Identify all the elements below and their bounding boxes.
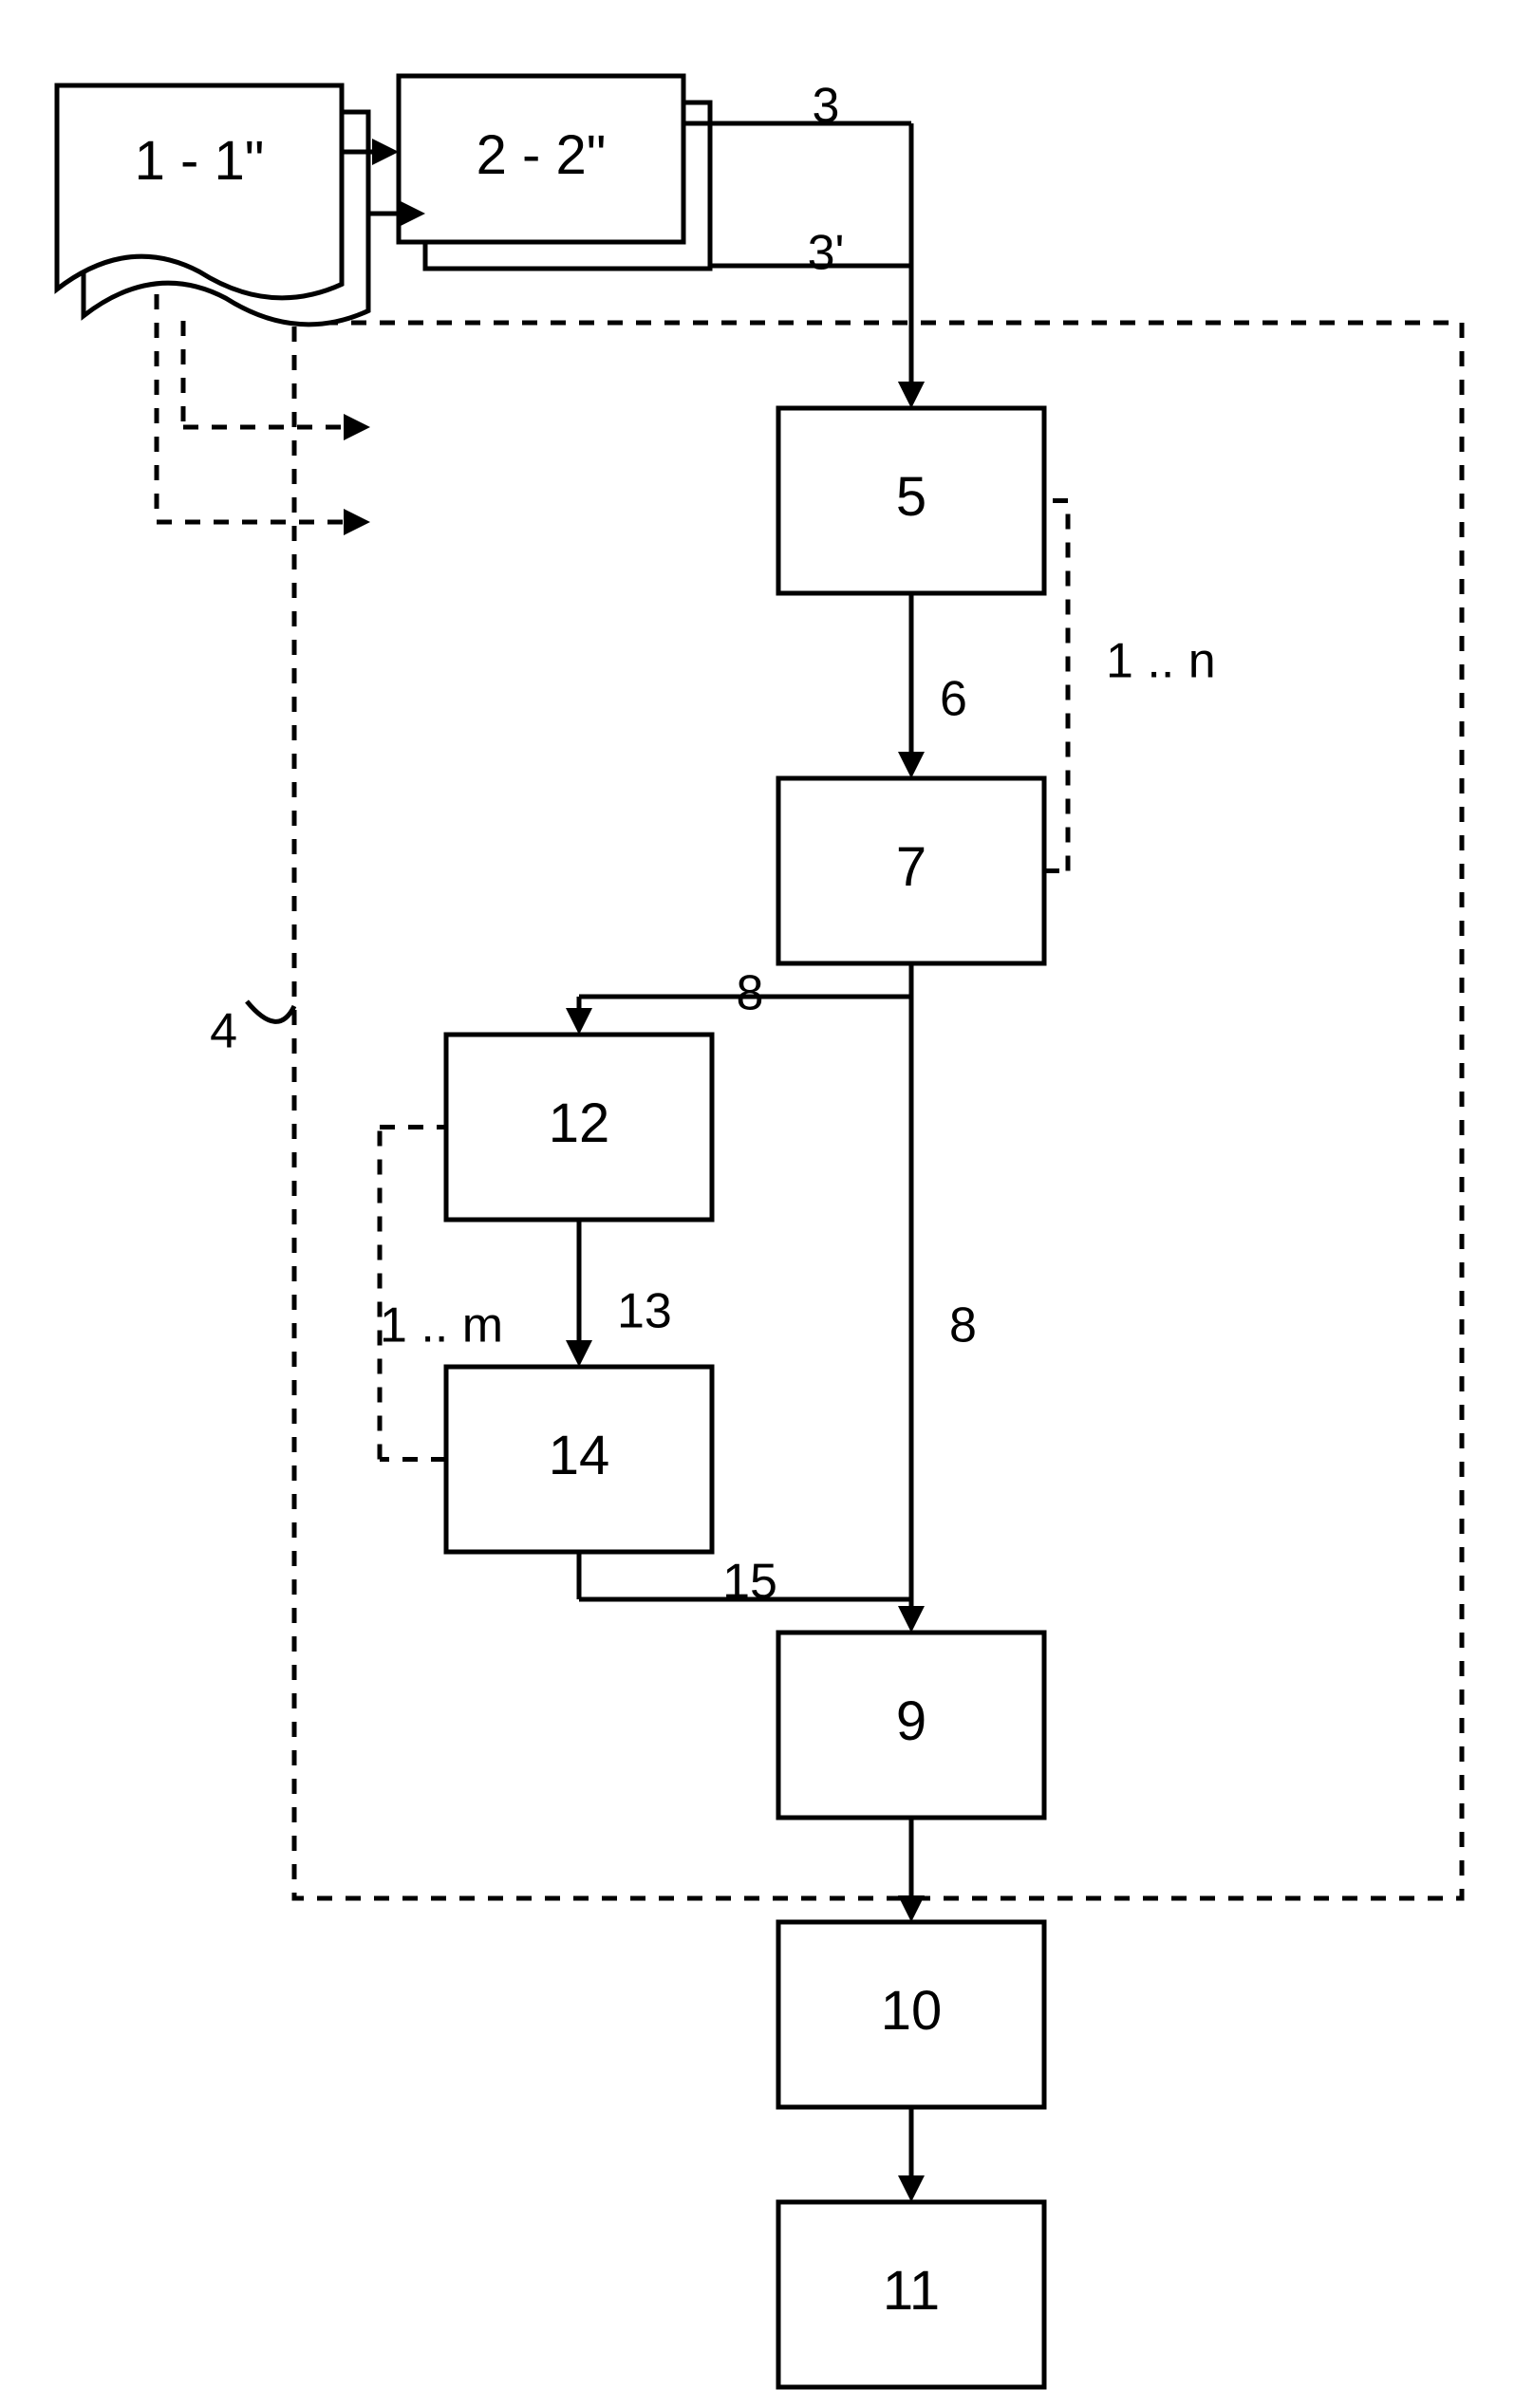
edge-label: 13 [617,1284,672,1339]
node-n2: 2 - 2" [399,76,710,269]
edge-dash-in-2 [157,294,370,535]
box-label: 1 - 1" [135,130,265,192]
edge-dash-in-1 [183,321,370,440]
edge-label: 15 [722,1555,777,1610]
edge-e3p: 3' [710,214,925,408]
loop-label: 1 .. m [380,1298,503,1353]
edge-e9-10 [898,1818,925,1922]
box-label: 5 [896,466,926,528]
diagram-canvas: 4 1 - 1" 2 - 2" 5 7 12 14 9 10 11 3 3' 6 8 8 13 15 1 .. n… [0,0,1515,2408]
box-label: 12 [549,1092,610,1154]
node-n11: 11 [778,2202,1044,2387]
node-n1: 1 - 1" [57,85,368,325]
box-label: 10 [881,1980,943,2042]
edge-e3: 3 [683,79,925,408]
edge-label: 6 [940,672,967,727]
box-label: 2 - 2" [477,124,607,186]
loop-label: 1 .. n [1106,634,1216,689]
box-label: 7 [896,836,926,898]
edge-e13: 13 [566,1220,672,1367]
node-n5: 5 [778,408,1044,593]
node-n12: 12 [446,1035,712,1220]
box-label: 14 [549,1425,610,1486]
edge-e15: 15 [579,1552,911,1610]
edge-label: 8 [737,966,764,1021]
node-n14: 14 [446,1367,712,1552]
box-label: 11 [883,2260,940,2322]
edge-e6: 6 [898,593,967,778]
loop-loop_n: 1 .. n [1044,501,1216,871]
edge-label: 3 [813,79,840,134]
edge-e10-11 [898,2107,925,2202]
container-label: 4 [210,1004,237,1059]
edge-label: 3' [808,226,845,281]
node-n9: 9 [778,1633,1044,1818]
box-label: 9 [896,1690,926,1752]
node-n7: 7 [778,778,1044,963]
node-n10: 10 [778,1922,1044,2107]
edge-label: 8 [949,1298,977,1353]
